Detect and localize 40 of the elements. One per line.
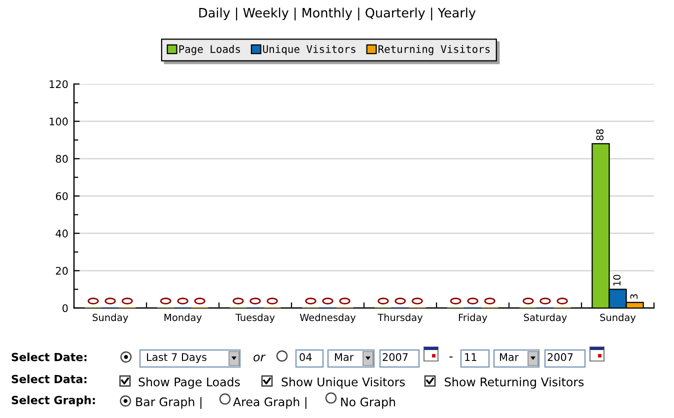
data-label: 88 [596, 129, 604, 140]
y-tick-label: 40 [56, 230, 68, 238]
text: 04 [300, 353, 312, 362]
text: 11 [465, 353, 476, 361]
y-tick-label: 0 [62, 304, 68, 312]
x-tick-label: Friday [458, 314, 488, 323]
text: Show Unique Visitors [282, 377, 405, 389]
legend-label: Page Loads [179, 44, 240, 56]
text: or [254, 354, 266, 362]
x-tick-label: Sunday [92, 314, 128, 323]
text: 2007 [382, 353, 408, 362]
data-label: 3 [630, 294, 638, 299]
text: Mar [335, 353, 354, 362]
text: Show Returning Visitors [444, 377, 584, 389]
text: Last 7 Days [147, 353, 206, 364]
text: Mar [500, 353, 519, 362]
text: Bar Graph | [136, 397, 202, 409]
legend-label: Returning Visitors [378, 44, 490, 56]
text: Show Page Loads [138, 377, 240, 389]
y-tick-label: 120 [50, 80, 68, 88]
legend-label: Unique Visitors [263, 44, 356, 56]
x-tick-label: Tuesday [235, 314, 275, 323]
y-tick-label: 80 [56, 154, 68, 163]
x-tick-label: Sunday [600, 314, 636, 323]
data-label: 10 [613, 274, 621, 286]
text: Select Data: [12, 374, 86, 384]
x-tick-label: Saturday [524, 314, 567, 323]
text: Daily | Weekly | Monthly | Quarterly | Yearly [199, 8, 476, 20]
y-tick-label: 100 [50, 118, 68, 126]
x-tick-label: Monday [164, 314, 202, 323]
x-tick-label: Thursday [378, 314, 423, 323]
text: Select Graph: [12, 396, 95, 406]
y-tick-label: 20 [56, 266, 68, 275]
text: Select Date: [12, 352, 86, 362]
text: - [449, 356, 453, 358]
text: No Graph [341, 397, 396, 409]
text: 2007 [548, 353, 573, 362]
y-tick-label: 60 [56, 192, 68, 200]
x-tick-label: Wednesday [300, 314, 356, 323]
text: Area Graph | [233, 397, 306, 409]
